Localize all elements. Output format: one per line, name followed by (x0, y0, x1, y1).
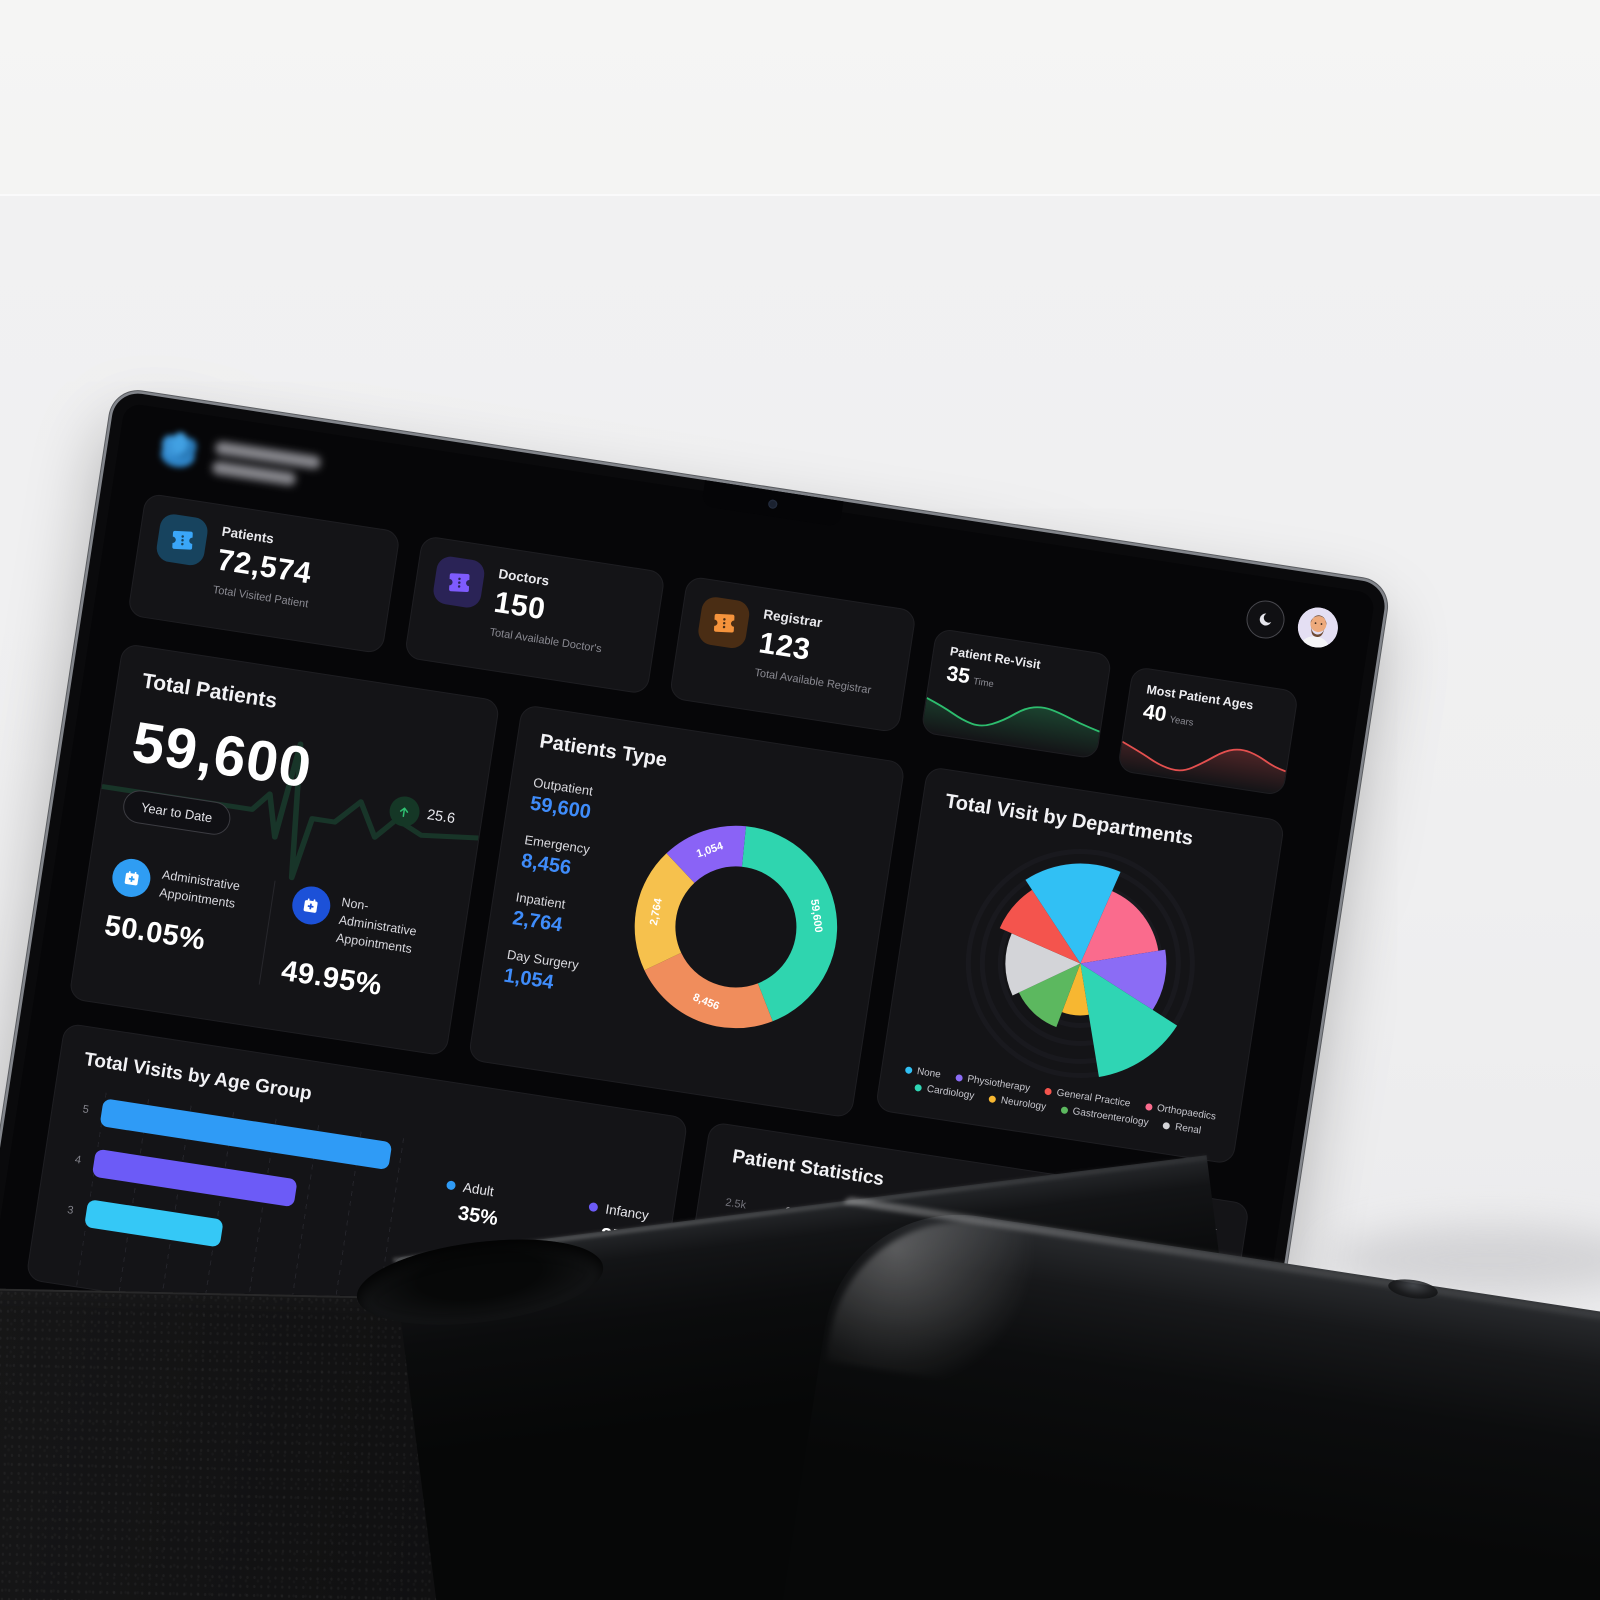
legend-item[interactable]: Renal (1162, 1120, 1202, 1137)
ticket-icon (696, 595, 752, 650)
administrative-appointments: Administrative Appointments 50.05% (100, 856, 275, 984)
age-group-bar-chart: 5 4 3 (56, 1092, 405, 1356)
theme-toggle-button[interactable] (1243, 597, 1288, 642)
non-administrative-appointments: Non-Administrative Appointments 49.95% (258, 880, 444, 1011)
calendar-icon (109, 856, 154, 900)
legend-item[interactable]: Cardiology (914, 1082, 975, 1102)
ages-sparkline-chart (1118, 740, 1287, 796)
header-controls (1243, 597, 1341, 651)
lotus-logo-icon (160, 432, 197, 468)
stat-card-patients: Patients 72,574 Total Visited Patient (127, 492, 401, 655)
wall-seam (0, 194, 1600, 196)
departments-polar-chart[interactable] (937, 820, 1224, 1107)
stat-cards-row: Patients 72,574 Total Visited Patient Do… (126, 492, 1331, 801)
dashboard-header (148, 423, 1342, 660)
appointments-split: Administrative Appointments 50.05% Non-A… (100, 856, 444, 1011)
svg-text:59,600: 59,600 (808, 899, 824, 934)
stat-card-doctors: Doctors 150 Total Available Doctor's (403, 535, 666, 695)
appointment-label: Non-Administrative Appointments (335, 895, 418, 957)
ticket-icon (154, 512, 210, 568)
patients-type-card: Patients Type Outpatient 59,600 Emergency… (467, 704, 906, 1119)
list-item: Emergency 8,456 (519, 832, 591, 880)
y-axis-tick: 2.5k (724, 1196, 747, 1212)
appointment-percvalue: 50.05% (102, 909, 208, 957)
logo-text-blurred (211, 440, 322, 489)
svg-text:2,764: 2,764 (648, 896, 665, 926)
moon-icon (1259, 613, 1272, 626)
stat-card-revisit: Patient Re-Visit 35Time (920, 627, 1113, 760)
user-avatar[interactable] (1295, 604, 1341, 651)
calendar-icon (289, 883, 333, 928)
hospital-logo[interactable] (151, 426, 322, 495)
total-patients-card: Total Patients 59,600 25.6 Year to Date (68, 642, 501, 1057)
stat-card-ages: Most Patient Ages 40Years (1116, 666, 1300, 797)
delta-value: 25.6 (425, 807, 457, 828)
middle-row: Total Patients 59,600 25.6 Year to Date (68, 642, 1308, 1180)
ticket-icon (431, 554, 487, 610)
webcam-dot (767, 499, 778, 510)
laptop: Patients 72,574 Total Visited Patient Do… (0, 390, 1389, 1529)
departments-card: Total Visit by Departments None Physiothe… (874, 766, 1286, 1165)
appointment-percvalue: 49.95% (279, 955, 385, 1003)
avatar-image (1297, 607, 1338, 651)
list-item: Outpatient 59,600 (528, 774, 594, 824)
arrow-up-icon (387, 794, 422, 829)
legend-item[interactable]: Neurology (988, 1093, 1047, 1113)
dashboard-screen: Patients 72,574 Total Visited Patient Do… (0, 402, 1376, 1517)
list-item: Inpatient 2,764 (511, 889, 567, 937)
delta-indicator: 25.6 (387, 794, 457, 834)
list-item: Day Surgery 1,054 (502, 946, 580, 994)
stat-card-registrar: Registrar 123 Total Available Registrar (668, 575, 917, 734)
laptop-lid: Patients 72,574 Total Visited Patient Do… (0, 390, 1389, 1529)
revisit-sparkline-chart (921, 697, 1101, 759)
